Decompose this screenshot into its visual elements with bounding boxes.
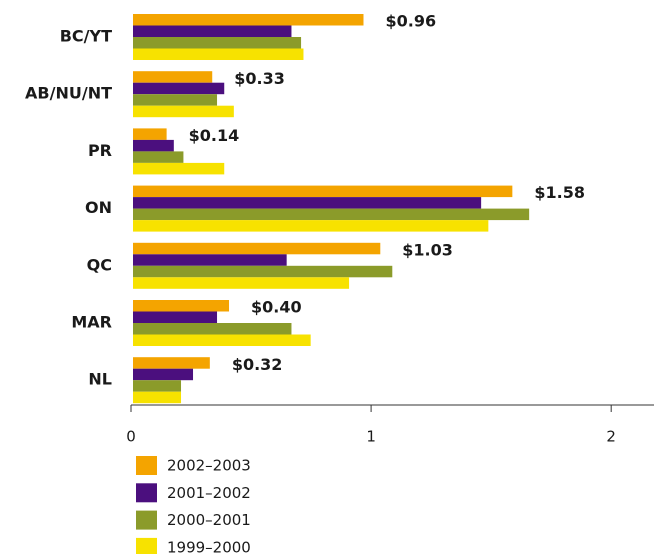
bar: [133, 254, 287, 266]
bar: [133, 25, 292, 37]
bar: [133, 14, 364, 26]
x-tick-label: 1: [366, 428, 376, 446]
legend-swatch: [136, 483, 157, 503]
category-label: QC: [87, 255, 112, 274]
bar: [133, 94, 218, 106]
bar: [133, 265, 393, 278]
bar: [133, 48, 304, 60]
value-label: $0.96: [385, 12, 436, 31]
legend-label: 2002–2003: [167, 457, 251, 475]
legend-label: 2000–2001: [167, 511, 251, 529]
bar: [133, 139, 174, 152]
bar: [133, 185, 513, 198]
bar: [133, 197, 482, 209]
bar: [133, 334, 311, 346]
bar: [133, 128, 167, 140]
value-label: $0.33: [234, 69, 285, 88]
bar: [133, 391, 182, 404]
category-label: NL: [88, 370, 112, 389]
legend-swatch: [136, 456, 157, 475]
bar: [133, 242, 381, 255]
category-label: ON: [85, 198, 112, 217]
x-tick-label: 0: [126, 428, 136, 446]
bar: [133, 357, 210, 369]
bar: [133, 82, 225, 95]
value-label: $0.14: [189, 126, 240, 145]
bar: [133, 380, 182, 392]
legend-swatch: [136, 510, 157, 530]
bar: [133, 277, 350, 289]
legend-swatch: [136, 537, 157, 554]
bar: [133, 105, 234, 118]
bar: [133, 220, 489, 232]
value-label: $1.03: [402, 240, 453, 259]
bar: [133, 311, 218, 323]
category-label: MAR: [71, 313, 112, 332]
category-label: AB/NU/NT: [25, 84, 112, 103]
value-label: $1.58: [534, 183, 585, 202]
bar: [133, 323, 292, 335]
bar: [133, 208, 530, 221]
category-label: BC/YT: [60, 27, 112, 46]
bar: [133, 37, 302, 49]
x-tick-label: 2: [606, 428, 616, 446]
legend-label: 1999–2000: [167, 538, 251, 554]
bar: [133, 162, 225, 175]
bar: [133, 368, 194, 381]
value-label: $0.32: [232, 355, 283, 374]
legend-label: 2001–2002: [167, 484, 251, 502]
category-label: PR: [88, 141, 112, 160]
bar: [133, 151, 184, 163]
bar: [133, 71, 213, 83]
value-label: $0.40: [251, 298, 302, 317]
bar: [133, 300, 230, 312]
